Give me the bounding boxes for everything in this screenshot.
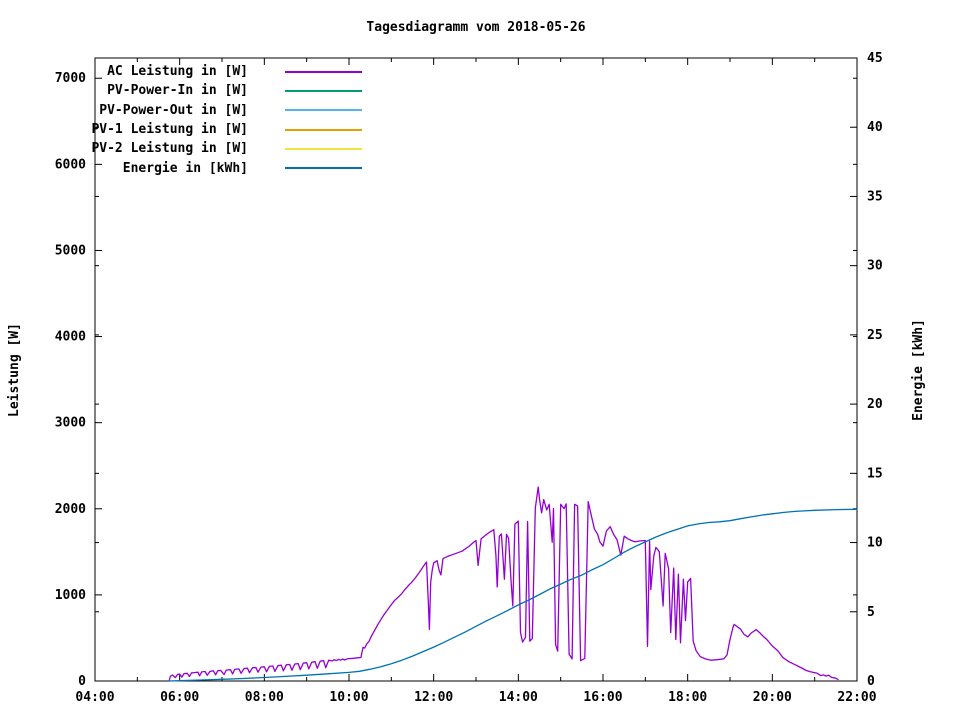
right-tick-label: 40 [867, 120, 883, 135]
left-tick-label: 7000 [55, 71, 86, 86]
series-energie-in-kwh [168, 508, 858, 682]
left-axis-ticks: 0 1000 2000 3000 4000 5000 6000 7000 [55, 71, 857, 689]
legend-item-pv-1-leistung-in-w: PV-1 Leistung in [W] [60, 120, 362, 139]
right-tick-label: 45 [867, 51, 883, 66]
right-tick-label: 10 [867, 536, 883, 551]
x-tick-label: 14:00 [499, 690, 538, 705]
left-tick-label: 0 [78, 674, 86, 689]
left-tick-label: 3000 [55, 416, 86, 431]
legend-label: PV-Power-In in [W] [107, 83, 248, 99]
legend-item-pv-2-leistung-in-w: PV-2 Leistung in [W] [60, 139, 362, 158]
x-tick-label: 12:00 [414, 690, 453, 705]
left-axis-label: Leistung [W] [7, 323, 22, 417]
legend-item-energie-in-kwh: Energie in [kWh] [60, 158, 362, 177]
right-tick-label: 5 [867, 605, 875, 620]
legend-line-sample [285, 89, 362, 92]
left-tick-label: 6000 [55, 157, 86, 172]
x-axis-ticks [94, 58, 858, 681]
x-tick-label: 16:00 [583, 690, 622, 705]
legend-line-sample [285, 109, 362, 112]
right-tick-label: 0 [867, 674, 875, 689]
legend-line-sample [285, 70, 362, 73]
legend: AC Leistung in [W] PV-Power-In in [W] PV-P… [60, 62, 362, 178]
x-tick-label: 18:00 [668, 690, 707, 705]
legend-label: PV-Power-Out in [W] [99, 102, 248, 118]
legend-line-sample [285, 167, 362, 170]
legend-item-pv-power-in-in-w: PV-Power-In in [W] [60, 81, 362, 100]
left-tick-label: 2000 [55, 502, 86, 517]
left-tick-label: 4000 [55, 330, 86, 345]
right-tick-label: 30 [867, 259, 883, 274]
series-ac-leistung-in-w [168, 486, 839, 682]
left-tick-label: 1000 [55, 588, 86, 603]
x-tick-label: 08:00 [245, 690, 284, 705]
right-tick-label: 20 [867, 397, 883, 412]
x-tick-label: 04:00 [75, 690, 114, 705]
right-axis-label: Energie [kWh] [911, 319, 926, 421]
x-tick-label: 10:00 [329, 690, 368, 705]
right-tick-label: 25 [867, 328, 883, 343]
right-tick-label: 15 [867, 466, 883, 481]
x-tick-label: 22:00 [837, 690, 876, 705]
right-axis-ticks: 0 5 10 15 20 25 30 35 40 45 [95, 51, 883, 689]
x-tick-label: 20:00 [753, 690, 792, 705]
left-tick-label: 5000 [55, 243, 86, 258]
legend-label: AC Leistung in [W] [107, 64, 248, 80]
legend-item-pv-power-out-in-w: PV-Power-Out in [W] [60, 101, 362, 120]
chart-title: Tagesdiagramm vom 2018-05-26 [366, 20, 586, 35]
legend-line-sample [285, 147, 362, 150]
right-tick-label: 35 [867, 189, 883, 204]
legend-item-ac-leistung-in-w: AC Leistung in [W] [60, 62, 362, 81]
x-tick-label: 06:00 [160, 690, 199, 705]
legend-label: Energie in [kWh] [122, 160, 248, 176]
legend-label: PV-1 Leistung in [W] [91, 122, 248, 138]
legend-line-sample [285, 128, 362, 131]
x-axis-tick-labels: 04:00 06:00 08:00 10:00 12:00 14:00 16:00 18:00… [75, 690, 876, 705]
legend-label: PV-2 Leistung in [W] [91, 141, 248, 157]
